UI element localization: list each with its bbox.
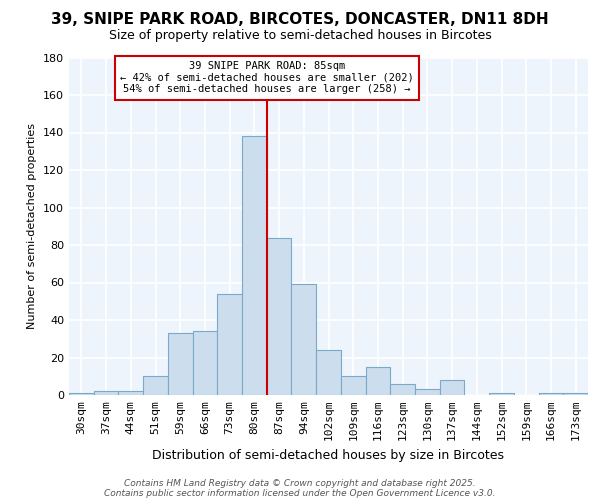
Bar: [69, 393, 94, 395]
Bar: [489, 393, 514, 395]
Bar: [193, 331, 217, 395]
Text: 39, SNIPE PARK ROAD, BIRCOTES, DONCASTER, DN11 8DH: 39, SNIPE PARK ROAD, BIRCOTES, DONCASTER…: [51, 12, 549, 28]
Bar: [415, 390, 440, 395]
Bar: [316, 350, 341, 395]
Text: Size of property relative to semi-detached houses in Bircotes: Size of property relative to semi-detach…: [109, 29, 491, 42]
Bar: [563, 393, 588, 395]
Bar: [143, 376, 168, 395]
Bar: [390, 384, 415, 395]
Bar: [365, 367, 390, 395]
Bar: [242, 136, 267, 395]
Text: Contains HM Land Registry data © Crown copyright and database right 2025.: Contains HM Land Registry data © Crown c…: [124, 478, 476, 488]
Bar: [168, 333, 193, 395]
Bar: [440, 380, 464, 395]
Bar: [539, 393, 563, 395]
Bar: [118, 391, 143, 395]
Bar: [217, 294, 242, 395]
Bar: [267, 238, 292, 395]
Bar: [94, 391, 118, 395]
Bar: [341, 376, 365, 395]
Text: Contains public sector information licensed under the Open Government Licence v3: Contains public sector information licen…: [104, 488, 496, 498]
Text: 39 SNIPE PARK ROAD: 85sqm
← 42% of semi-detached houses are smaller (202)
54% of: 39 SNIPE PARK ROAD: 85sqm ← 42% of semi-…: [120, 61, 413, 94]
Bar: [292, 284, 316, 395]
Y-axis label: Number of semi-detached properties: Number of semi-detached properties: [28, 123, 37, 329]
X-axis label: Distribution of semi-detached houses by size in Bircotes: Distribution of semi-detached houses by …: [152, 448, 505, 462]
